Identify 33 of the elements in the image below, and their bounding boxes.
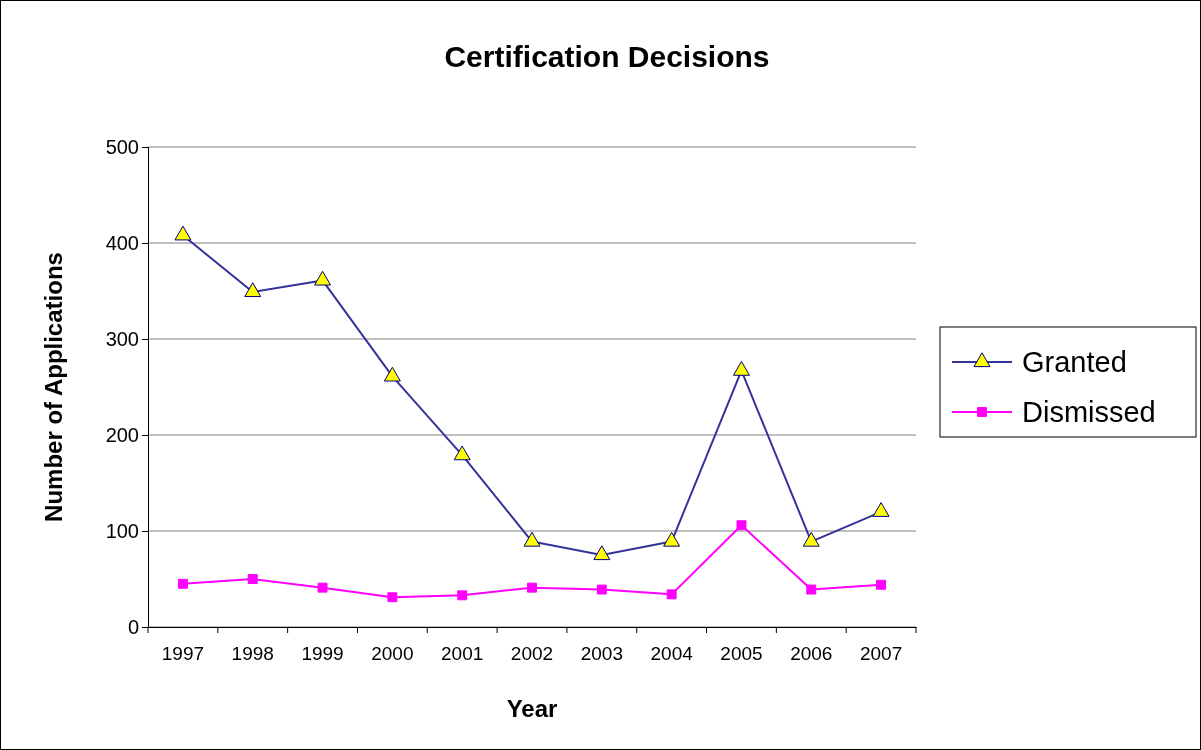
point [736,520,747,531]
point [596,584,607,595]
y-tick-label: 100 [105,519,139,542]
x-tick-label: 1999 [301,643,344,665]
y-axis-title: Number of Applications [40,252,67,522]
x-tick-label: 2000 [371,643,414,665]
y-tick-label: 300 [105,327,139,350]
point [247,574,258,584]
x-tick-label: 1998 [231,643,274,665]
x-tick-label: 2002 [510,643,554,665]
point [457,590,468,601]
point [177,578,188,589]
x-tick-label: 2005 [720,643,763,665]
x-tick-label: 2004 [650,643,694,665]
x-tick-label: 1997 [161,643,205,665]
x-tick-label: 2006 [790,643,833,665]
x-tick-label: 2003 [580,643,623,665]
y-tick-label: 500 [105,135,139,158]
y-tick-label: 200 [105,423,139,446]
point [666,589,677,600]
point [806,584,817,595]
point [527,582,537,593]
chart-title: Certification Decisions [444,40,770,73]
x-tick-label: 2001 [441,643,484,665]
point [876,579,887,590]
y-tick-label: 0 [127,615,139,638]
x-tick-label: 2007 [859,643,903,665]
y-tick-label: 400 [105,231,139,254]
point [317,582,328,593]
legend-label: Dismissed [1022,396,1156,428]
legend-label: Granted [1022,346,1127,378]
x-axis-title: Year [506,695,558,722]
point [387,592,398,603]
